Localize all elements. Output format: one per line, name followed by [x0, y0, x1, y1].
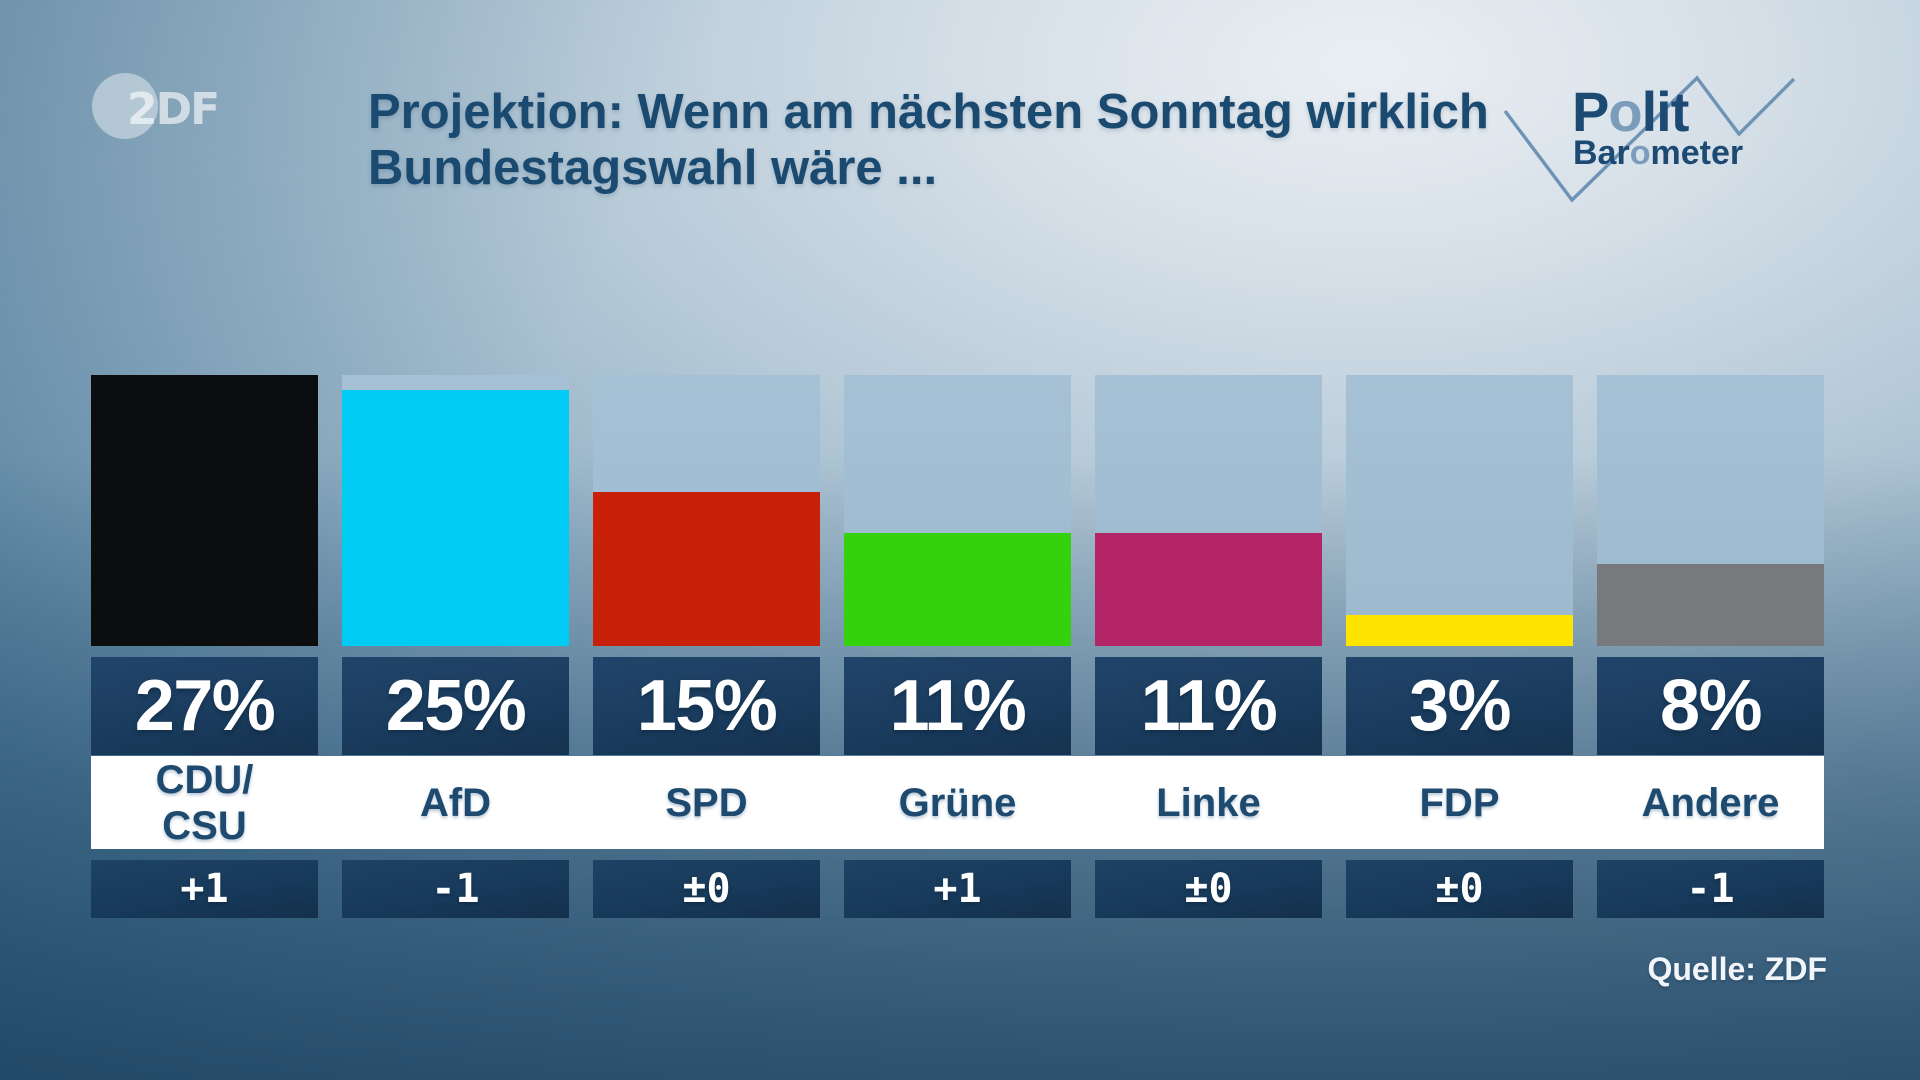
party-name-FDP: FDP — [1419, 780, 1500, 825]
change-box-Andere: -1 — [1597, 860, 1824, 918]
change-label: -1 — [431, 866, 480, 912]
page-title: Projektion: Wenn am nächsten Sonntag wir… — [368, 84, 1489, 196]
value-label: 11% — [889, 666, 1027, 746]
bar-Grüne — [844, 533, 1071, 646]
bar-track-Linke — [1095, 375, 1322, 646]
value-box-FDP: 3% — [1346, 657, 1573, 755]
change-label: -1 — [1686, 866, 1735, 912]
party-name-Andere: Andere — [1641, 780, 1780, 825]
bar-track-Grüne — [844, 375, 1071, 646]
bar-track-SPD — [593, 375, 820, 646]
bar-track-Andere — [1597, 375, 1824, 646]
change-label: ±0 — [682, 866, 731, 912]
party-name-SPD: SPD — [665, 780, 748, 825]
change-box-Grüne: +1 — [844, 860, 1071, 918]
value-box-Andere: 8% — [1597, 657, 1824, 755]
title-line-1: Projektion: Wenn am nächsten Sonntag wir… — [368, 85, 1489, 139]
value-box-Grüne: 11% — [844, 657, 1071, 755]
bar-Linke — [1095, 533, 1322, 646]
change-box-AfD: -1 — [342, 860, 569, 918]
bar-AfD — [342, 390, 569, 646]
politbarometer-logo: Polit Barometer — [1480, 48, 1840, 228]
party-name-Grüne: Grüne — [898, 780, 1017, 825]
value-box-CDU/CSU: 27% — [91, 657, 318, 755]
logo-polit-text: Polit — [1572, 80, 1689, 143]
change-box-SPD: ±0 — [593, 860, 820, 918]
value-box-SPD: 15% — [593, 657, 820, 755]
change-label: +1 — [933, 866, 982, 912]
bar-track-AfD — [342, 375, 569, 646]
party-name-AfD: AfD — [419, 780, 492, 825]
source-label: Quelle: ZDF — [1647, 951, 1827, 987]
change-label: ±0 — [1184, 866, 1233, 912]
zdf-logo-text: 2DF — [127, 84, 220, 135]
value-label: 15% — [636, 666, 778, 746]
change-box-FDP: ±0 — [1346, 860, 1573, 918]
change-label: ±0 — [1435, 866, 1484, 912]
party-label-band — [91, 756, 1824, 849]
change-label: +1 — [180, 866, 229, 912]
value-label: 8% — [1659, 666, 1763, 746]
bar-FDP — [1346, 615, 1573, 646]
value-box-AfD: 25% — [342, 657, 569, 755]
value-label: 11% — [1140, 666, 1278, 746]
party-name-Linke: Linke — [1156, 780, 1261, 825]
bar-CDU/CSU — [91, 375, 318, 646]
logo-barometer-text: Barometer — [1573, 134, 1744, 172]
bar-track-CDU/CSU — [91, 375, 318, 646]
party-name-CDU/CSU: CDU/CSU — [155, 757, 254, 848]
bar-track-FDP — [1346, 375, 1573, 646]
value-label: 3% — [1408, 666, 1512, 746]
change-box-Linke: ±0 — [1095, 860, 1322, 918]
bar-SPD — [593, 492, 820, 646]
value-label: 27% — [134, 666, 276, 746]
value-label: 25% — [385, 666, 527, 746]
change-box-CDU/CSU: +1 — [91, 860, 318, 918]
bar-Andere — [1597, 564, 1824, 646]
zdf-logo-icon — [92, 73, 158, 139]
zigzag-line-icon — [1503, 75, 1796, 203]
title-line-2: Bundestagswahl wäre ... — [368, 141, 938, 195]
value-box-Linke: 11% — [1095, 657, 1322, 755]
